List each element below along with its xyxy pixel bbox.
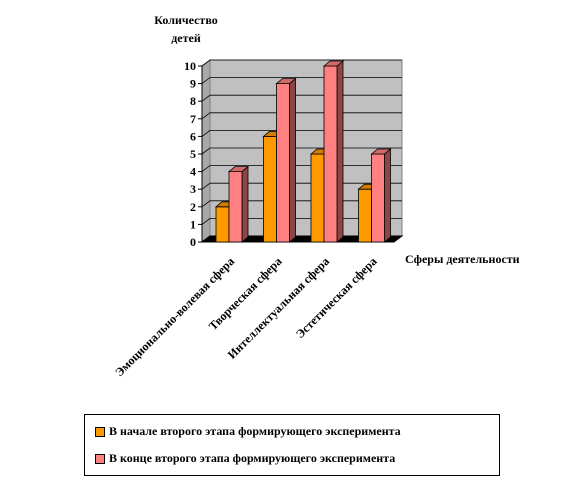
- legend-item-start: В начале второго этапа формирующего эксп…: [95, 424, 401, 439]
- y-tick-label: 8: [190, 94, 196, 108]
- y-tick-label: 4: [190, 165, 196, 179]
- legend-item-end: В конце второго этапа формирующего экспе…: [95, 451, 395, 466]
- y-tick-label: 5: [190, 147, 196, 161]
- legend-label-end: В конце второго этапа формирующего экспе…: [109, 451, 396, 465]
- y-axis-ticks: 0 1 2 3 4 5 6 7 8 9 10: [184, 59, 203, 249]
- gridline: [201, 59, 402, 67]
- bar-top: [227, 166, 250, 173]
- legend: В начале второго этапа формирующего эксп…: [84, 414, 500, 476]
- bar-end-0: [227, 165, 250, 243]
- legend-label-start: В начале второго этапа формирующего эксп…: [109, 424, 401, 438]
- bar-front: [358, 188, 372, 243]
- x-tick-label-3: Эстетическая сфера: [293, 254, 380, 341]
- bar-side: [289, 77, 296, 243]
- y-tick-label: 2: [190, 200, 196, 214]
- bar-end-2: [322, 60, 345, 243]
- y-tick-label: 7: [190, 112, 196, 126]
- legend-swatch-end: [95, 453, 105, 464]
- y-tick-label: 0: [190, 235, 196, 249]
- bar-end-1: [275, 77, 297, 243]
- bar-top: [370, 148, 392, 155]
- y-axis-label-line-1: Количество: [154, 13, 217, 27]
- legend-swatch-start: [95, 426, 105, 437]
- bars: [214, 60, 392, 243]
- bar-front: [310, 153, 325, 243]
- y-tick-label: 1: [190, 217, 196, 231]
- y-tick-label: 10: [184, 59, 196, 73]
- y-axis-label-line-2: детей: [171, 31, 201, 45]
- bar-front: [276, 83, 290, 243]
- y-tick-label: 3: [190, 182, 196, 196]
- bar-front: [263, 135, 277, 243]
- bar-front: [215, 206, 230, 243]
- bar-front: [371, 153, 385, 243]
- bar-side: [336, 60, 344, 243]
- bar-top: [275, 78, 297, 84]
- bar-side: [384, 148, 391, 243]
- bar-front: [228, 171, 243, 243]
- bar-front: [323, 65, 338, 243]
- bar-end-3: [370, 148, 392, 243]
- bar-top: [322, 60, 345, 67]
- y-tick-label: 6: [190, 129, 196, 143]
- bar-side: [241, 165, 249, 243]
- x-axis-label: Сферы деятельности: [405, 252, 520, 266]
- y-tick-label: 9: [190, 77, 196, 91]
